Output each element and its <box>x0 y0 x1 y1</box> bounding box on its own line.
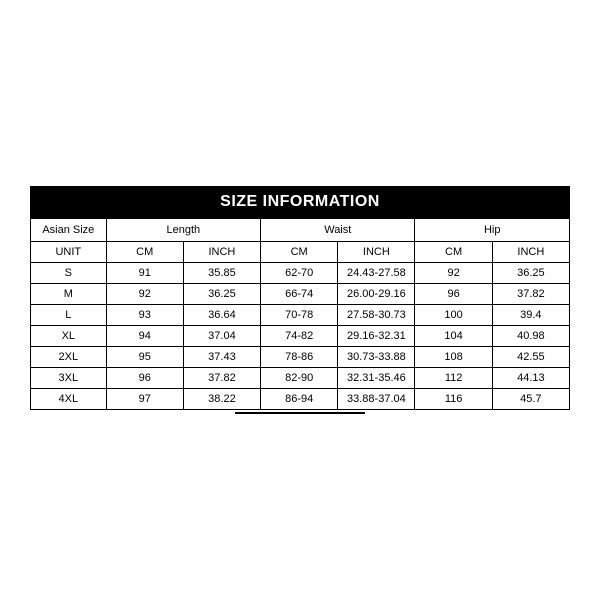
col-group-waist: Waist <box>261 219 415 242</box>
unit-hip-inch: INCH <box>492 242 569 263</box>
cell-value: 96 <box>415 284 492 305</box>
cell-size: L <box>31 305 107 326</box>
cell-size: 4XL <box>31 389 107 410</box>
size-table-body: S9135.8562-7024.43-27.589236.25M9236.256… <box>31 263 570 410</box>
col-group-hip: Hip <box>415 219 570 242</box>
cell-value: 26.00-29.16 <box>338 284 415 305</box>
size-chart: SIZE INFORMATION Asian Size Length Waist… <box>30 186 570 414</box>
table-row: 2XL9537.4378-8630.73-33.8810842.55 <box>31 347 570 368</box>
table-row: L9336.6470-7827.58-30.7310039.4 <box>31 305 570 326</box>
cell-value: 32.31-35.46 <box>338 368 415 389</box>
cell-value: 66-74 <box>261 284 338 305</box>
cell-value: 29.16-32.31 <box>338 326 415 347</box>
cell-value: 37.04 <box>183 326 260 347</box>
unit-hip-cm: CM <box>415 242 492 263</box>
unit-waist-inch: INCH <box>338 242 415 263</box>
col-group-length: Length <box>106 219 260 242</box>
cell-value: 104 <box>415 326 492 347</box>
cell-value: 27.58-30.73 <box>338 305 415 326</box>
cell-size: 3XL <box>31 368 107 389</box>
cell-value: 36.25 <box>183 284 260 305</box>
unit-waist-cm: CM <box>261 242 338 263</box>
cell-value: 82-90 <box>261 368 338 389</box>
cell-value: 92 <box>106 284 183 305</box>
cell-value: 62-70 <box>261 263 338 284</box>
cell-value: 37.43 <box>183 347 260 368</box>
cell-size: S <box>31 263 107 284</box>
header-group-row: Asian Size Length Waist Hip <box>31 219 570 242</box>
cell-value: 86-94 <box>261 389 338 410</box>
cell-value: 100 <box>415 305 492 326</box>
cell-value: 39.4 <box>492 305 569 326</box>
unit-length-cm: CM <box>106 242 183 263</box>
cell-value: 44.13 <box>492 368 569 389</box>
cell-value: 45.7 <box>492 389 569 410</box>
cell-value: 116 <box>415 389 492 410</box>
cell-value: 24.43-27.58 <box>338 263 415 284</box>
cell-value: 78-86 <box>261 347 338 368</box>
cell-value: 70-78 <box>261 305 338 326</box>
size-table: Asian Size Length Waist Hip UNIT CM INCH… <box>30 218 570 410</box>
cell-value: 95 <box>106 347 183 368</box>
cell-size: XL <box>31 326 107 347</box>
cell-value: 108 <box>415 347 492 368</box>
col-asian-size: Asian Size <box>31 219 107 242</box>
table-row: 4XL9738.2286-9433.88-37.0411645.7 <box>31 389 570 410</box>
cell-size: 2XL <box>31 347 107 368</box>
cell-value: 35.85 <box>183 263 260 284</box>
cell-size: M <box>31 284 107 305</box>
cell-value: 96 <box>106 368 183 389</box>
cell-value: 36.25 <box>492 263 569 284</box>
cell-value: 40.98 <box>492 326 569 347</box>
unit-length-inch: INCH <box>183 242 260 263</box>
cell-value: 38.22 <box>183 389 260 410</box>
table-row: S9135.8562-7024.43-27.589236.25 <box>31 263 570 284</box>
cell-value: 33.88-37.04 <box>338 389 415 410</box>
cell-value: 42.55 <box>492 347 569 368</box>
header-unit-row: UNIT CM INCH CM INCH CM INCH <box>31 242 570 263</box>
cell-value: 91 <box>106 263 183 284</box>
cell-value: 112 <box>415 368 492 389</box>
cell-value: 97 <box>106 389 183 410</box>
cell-value: 93 <box>106 305 183 326</box>
cell-value: 37.82 <box>183 368 260 389</box>
cell-value: 94 <box>106 326 183 347</box>
chart-title: SIZE INFORMATION <box>30 186 570 218</box>
footer-divider <box>235 412 365 414</box>
cell-value: 37.82 <box>492 284 569 305</box>
cell-value: 36.64 <box>183 305 260 326</box>
cell-value: 92 <box>415 263 492 284</box>
table-row: M9236.2566-7426.00-29.169637.82 <box>31 284 570 305</box>
table-row: 3XL9637.8282-9032.31-35.4611244.13 <box>31 368 570 389</box>
cell-value: 30.73-33.88 <box>338 347 415 368</box>
unit-label: UNIT <box>31 242 107 263</box>
table-row: XL9437.0474-8229.16-32.3110440.98 <box>31 326 570 347</box>
cell-value: 74-82 <box>261 326 338 347</box>
